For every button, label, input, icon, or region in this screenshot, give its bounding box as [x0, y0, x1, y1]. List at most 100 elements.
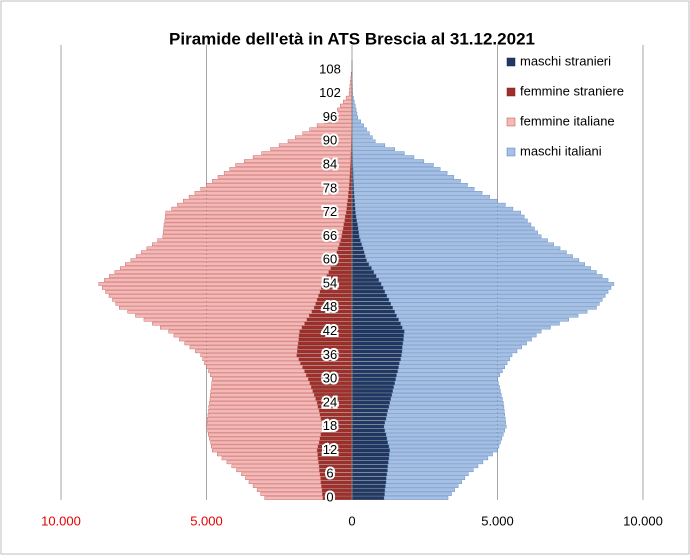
legend-swatch [507, 148, 515, 156]
y-tick-label: 6 [326, 466, 333, 481]
bar [209, 401, 317, 404]
bar [352, 255, 365, 258]
x-tick-label: 5.000 [481, 513, 514, 528]
bar [352, 116, 358, 119]
bar [352, 401, 390, 404]
legend-swatch [507, 58, 515, 66]
bar [299, 338, 352, 341]
bar [352, 263, 369, 266]
bar [401, 322, 560, 325]
bar [352, 306, 393, 309]
bar [404, 338, 532, 341]
bar [217, 453, 317, 456]
y-tick-label: 72 [323, 204, 337, 219]
bar [352, 433, 386, 436]
bar [352, 310, 395, 313]
bar [352, 274, 376, 277]
bar [210, 393, 314, 396]
bar [391, 302, 600, 305]
bar [352, 227, 358, 230]
bar [342, 235, 352, 238]
bar [183, 199, 347, 202]
bar [352, 445, 389, 448]
bar [365, 255, 572, 258]
bar [354, 187, 474, 190]
bar [224, 171, 350, 174]
bar [386, 477, 465, 480]
bar [309, 314, 352, 317]
bar [388, 461, 483, 464]
bar [190, 346, 298, 349]
bar [212, 449, 317, 452]
legend-swatch [507, 88, 515, 96]
bar [352, 417, 386, 420]
bar [379, 278, 608, 281]
bar [203, 358, 299, 361]
bar [352, 481, 386, 484]
bar [404, 334, 536, 337]
bar [342, 231, 352, 234]
bar [395, 381, 499, 384]
bar [164, 223, 344, 226]
bar [209, 437, 320, 440]
legend-label: maschi italiani [520, 143, 602, 158]
bar [177, 203, 347, 206]
bar [347, 207, 352, 210]
bar [358, 223, 531, 226]
bar [352, 358, 401, 361]
bar [352, 140, 375, 143]
bar [401, 358, 510, 361]
bar [352, 219, 357, 222]
bar [352, 330, 404, 333]
bar [352, 108, 356, 111]
bar [201, 354, 297, 357]
bar [352, 239, 360, 242]
bar [179, 338, 298, 341]
bar [404, 330, 541, 333]
bar [227, 461, 319, 464]
bar [385, 421, 506, 424]
bar [352, 381, 395, 384]
bar [348, 199, 352, 202]
bar [115, 270, 329, 273]
bar [279, 144, 351, 147]
bar [402, 346, 521, 349]
bar [388, 441, 501, 444]
bar [245, 477, 320, 480]
bar [383, 286, 611, 289]
bar [352, 326, 402, 329]
bar [329, 270, 352, 273]
bar [352, 124, 363, 127]
bar [352, 286, 383, 289]
bar [210, 397, 316, 400]
bar [353, 167, 440, 170]
bar [337, 108, 352, 111]
bar [222, 457, 318, 460]
x-tick-label: 10.000 [41, 513, 81, 528]
bar [338, 247, 352, 250]
bar [352, 425, 384, 428]
bar [352, 211, 355, 214]
bar [319, 409, 352, 412]
bar [395, 310, 587, 313]
bar [398, 370, 503, 373]
bar [349, 191, 352, 194]
bar [218, 175, 350, 178]
legend-label: femmine italiane [520, 113, 615, 128]
bar [172, 207, 347, 210]
bar [261, 492, 323, 495]
bar [169, 330, 300, 333]
bar [399, 366, 505, 369]
bar [393, 389, 501, 392]
bar [396, 378, 498, 381]
bar [321, 433, 352, 436]
bar [236, 469, 319, 472]
bar [352, 267, 371, 270]
bar [386, 417, 505, 420]
bar [320, 473, 352, 476]
bar [319, 294, 352, 297]
y-tick-label: 12 [323, 442, 337, 457]
y-tick-label: 90 [323, 133, 337, 148]
y-tick-label: 24 [323, 394, 337, 409]
bar [352, 473, 387, 476]
